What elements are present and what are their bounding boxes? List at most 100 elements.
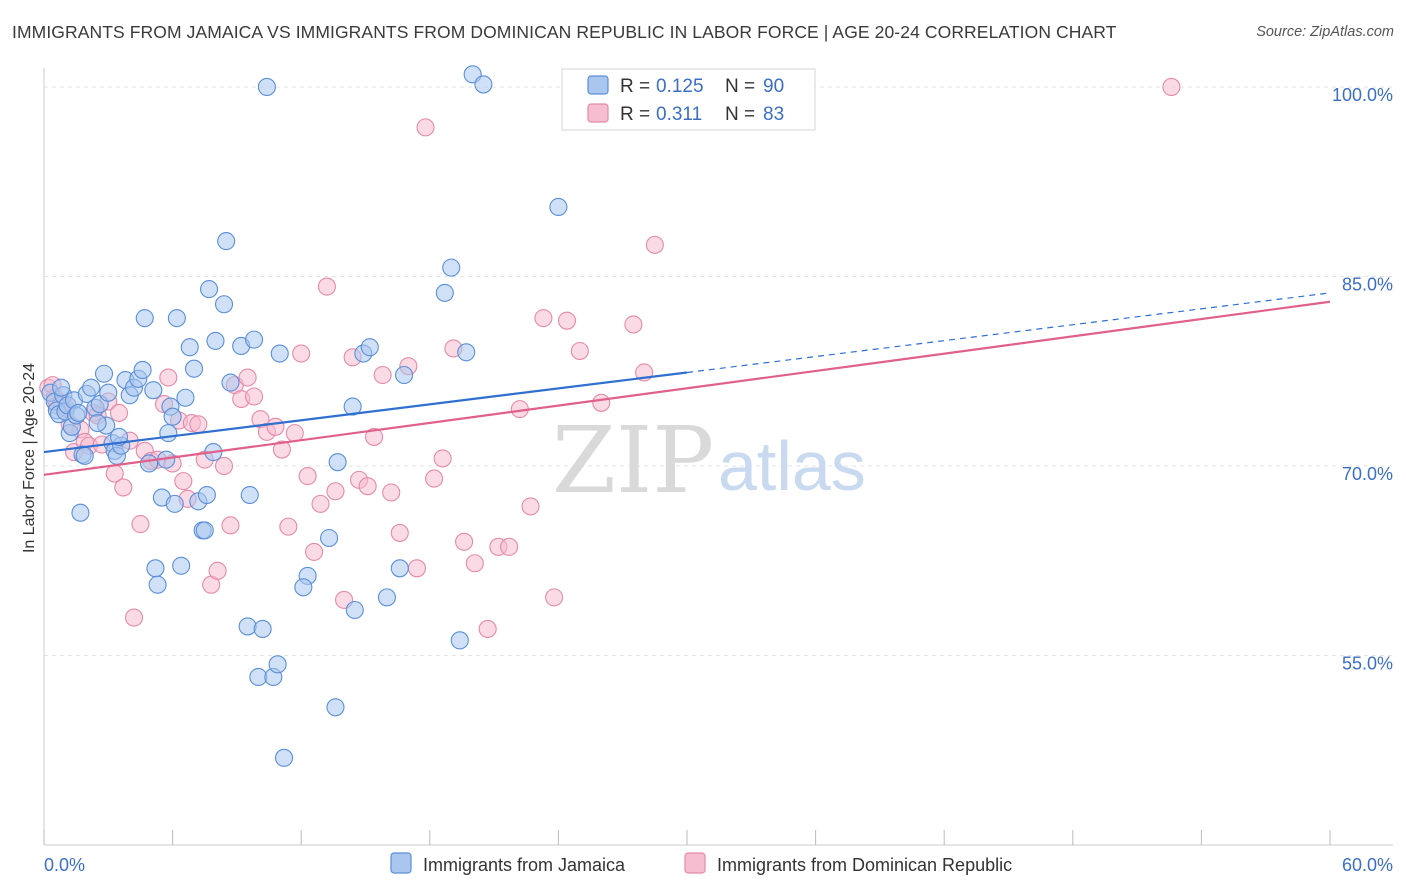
data-point-dominican [221,516,240,535]
data-point-jamaica [257,77,276,97]
data-point-jamaica [435,283,454,302]
trend-lines [43,292,1331,476]
data-point-dominican [570,341,589,361]
data-point-jamaica [326,698,345,717]
data-point-dominican [292,344,311,363]
data-point-jamaica [165,494,184,513]
legend-r-label-dominican: R = [620,104,650,125]
watermark-atlas: atlas [718,427,866,505]
data-point-dominican [1162,77,1181,97]
data-point-jamaica [214,295,234,314]
data-point-jamaica [163,407,182,426]
data-point-jamaica [474,75,493,94]
data-point-dominican [545,588,564,607]
data-point-dominican [214,456,234,476]
data-point-jamaica [148,575,167,594]
data-point-dominican [592,393,611,412]
data-point-jamaica [345,600,364,620]
data-point-jamaica [343,397,362,416]
data-point-dominican [298,467,317,486]
chart-title: IMMIGRANTS FROM JAMAICA VS IMMIGRANTS FR… [12,22,1117,42]
data-point-jamaica [167,309,186,328]
data-point-jamaica [139,454,159,473]
data-point-dominican [455,532,474,551]
data-point-jamaica [238,617,257,636]
data-point-dominican [557,311,577,330]
legend-r-value-dominican: 0.311 [656,104,702,125]
data-point-dominican [109,403,129,422]
data-point-dominican [326,482,345,501]
data-point-dominican [317,277,336,296]
legend-n-value-jamaica: 90 [763,76,784,97]
y-axis-title: In Labor Force | Age 20-24 [21,363,38,553]
data-point-jamaica [71,503,90,522]
bottom-legend-swatch-jamaica [390,852,412,874]
data-point-jamaica [52,378,71,397]
data-point-jamaica [253,619,272,639]
data-point-jamaica [144,381,163,400]
data-point-dominican [645,235,664,254]
y-tick-label: 55.0% [1342,653,1393,673]
series-dominican-points [39,77,1181,639]
data-point-jamaica [176,388,195,407]
data-point-jamaica [450,631,469,650]
data-point-jamaica [195,521,214,540]
data-point-dominican [500,537,519,556]
y-tick-label: 100.0% [1332,85,1393,105]
legend-swatch-jamaica [587,75,609,95]
watermark: ZIP atlas [552,407,866,514]
data-point-jamaica [94,364,114,383]
data-point-dominican [189,415,208,434]
bottom-legend-swatch-dominican [684,852,706,874]
data-point-dominican [244,387,264,406]
data-point-dominican [266,417,285,436]
bottom-legend: Immigrants from Jamaica Immigrants from … [390,852,1012,875]
trend-extension-jamaica [686,292,1331,374]
data-point-dominican [390,523,409,542]
data-point-jamaica [69,403,88,422]
data-point-jamaica [159,424,178,443]
data-point-dominican [433,449,452,468]
data-point-jamaica [99,383,118,402]
data-point-dominican [382,483,401,502]
data-point-jamaica [442,258,461,277]
data-point-dominican [279,517,298,536]
data-point-dominican [534,309,553,328]
data-point-jamaica [268,655,287,674]
y-tick-label: 70.0% [1342,464,1393,484]
data-point-dominican [478,619,497,639]
data-point-jamaica [133,360,152,380]
data-point-dominican [365,427,384,446]
data-point-jamaica [390,559,409,578]
data-point-dominican [174,472,193,491]
data-point-jamaica [180,338,199,357]
data-point-dominican [407,559,426,578]
x-tick-label: 0.0% [44,855,85,875]
bottom-legend-label-dominican: Immigrants from Dominican Republic [717,855,1012,875]
y-tick-label: 85.0% [1342,274,1393,294]
data-point-dominican [358,477,377,496]
legend-r-value-jamaica: 0.125 [656,76,704,97]
data-point-dominican [285,424,304,443]
legend-n-label-jamaica: N = [725,76,755,97]
data-point-dominican [124,608,144,627]
series-jamaica-points [41,65,568,767]
data-point-dominican [465,554,484,573]
data-point-jamaica [221,373,240,392]
data-point-jamaica [395,365,414,385]
data-point-jamaica [135,309,154,328]
data-point-jamaica [199,280,219,299]
data-point-jamaica [328,453,347,472]
data-point-dominican [521,497,540,516]
data-point-jamaica [88,413,107,433]
tick-labels: 55.0% 70.0% 85.0% 100.0% 0.0% 60.0% [44,85,1393,875]
legend: R = 0.125 N = 90 R = 0.311 N = 83 [561,68,816,131]
data-point-jamaica [457,343,476,362]
data-point-dominican [208,561,227,580]
data-point-jamaica [377,588,396,607]
data-point-dominican [131,515,150,534]
data-point-dominican [305,542,324,561]
legend-n-value-dominican: 83 [763,104,784,125]
data-point-jamaica [360,338,379,357]
